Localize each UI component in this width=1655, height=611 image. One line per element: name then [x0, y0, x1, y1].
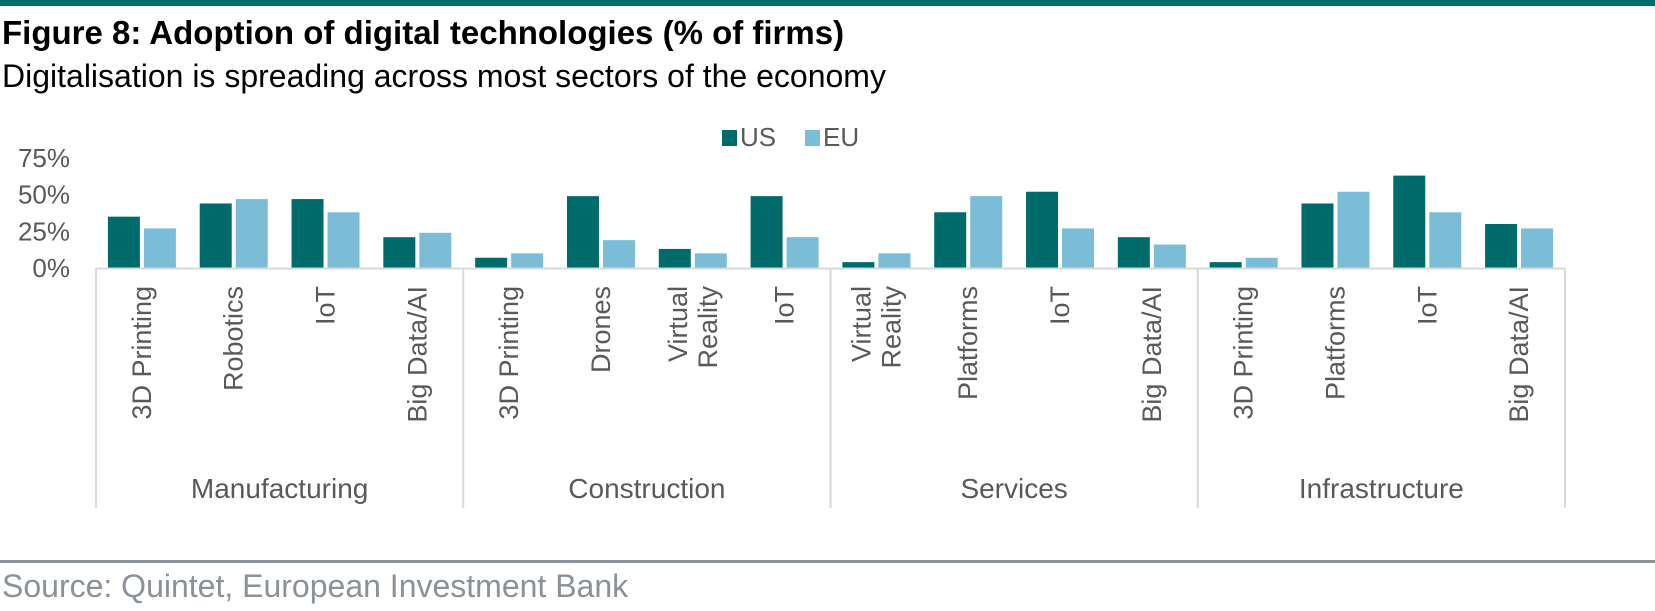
- x-tick-label: Reality: [693, 286, 723, 369]
- x-tick-label: Platforms: [1320, 286, 1350, 400]
- legend-swatch-eu: [805, 130, 820, 146]
- bar-chart: US EU 0% 25% 50% 75% 3D Printing Robotics IoT B…: [18, 122, 1566, 508]
- bar-us: [750, 196, 783, 268]
- bar-eu: [1429, 212, 1462, 268]
- bar-us: [842, 262, 875, 268]
- bar-us: [1393, 175, 1426, 268]
- x-tick-label: Virtual: [663, 286, 693, 362]
- x-tick-label: Big Data/AI: [1504, 286, 1534, 423]
- chart-subtitle: Digitalisation is spreading across most …: [2, 58, 886, 94]
- x-axis: 3D Printing Robotics IoT Big Data/AI Manufac…: [95, 267, 1566, 508]
- x-tick-label: Platforms: [953, 286, 983, 400]
- x-tick-label: IoT: [311, 286, 341, 325]
- y-tick-label: 75%: [18, 143, 70, 173]
- bar-us: [107, 216, 140, 268]
- bar-us: [475, 257, 508, 268]
- bar-us: [934, 212, 967, 268]
- x-tick-label: Virtual: [846, 286, 876, 362]
- bar-eu: [602, 240, 635, 268]
- group-label: Construction: [568, 473, 725, 504]
- chart-legend: US EU: [722, 122, 859, 152]
- x-tick-label: 3D Printing: [1229, 286, 1259, 420]
- x-tick-label: Reality: [876, 286, 906, 369]
- bar-eu: [1521, 228, 1554, 268]
- bar-us: [1209, 262, 1242, 268]
- bar-eu: [327, 212, 360, 268]
- x-tick-label: 3D Printing: [494, 286, 524, 420]
- x-tick-label: IoT: [1045, 286, 1075, 325]
- x-tick-label: IoT: [1412, 286, 1442, 325]
- bar-eu: [143, 228, 176, 268]
- bar-us: [566, 196, 599, 268]
- y-axis: 0% 25% 50% 75%: [18, 143, 70, 283]
- bar-eu: [878, 253, 911, 268]
- source-note: Source: Quintet, European Investment Ban…: [2, 568, 629, 604]
- legend-swatch-us: [722, 130, 737, 146]
- top-rule: [0, 0, 1655, 6]
- x-tick-label: Big Data/AI: [1137, 286, 1167, 423]
- group-label: Services: [960, 473, 1067, 504]
- bars: [107, 175, 1554, 268]
- x-tick-label: Robotics: [219, 286, 249, 391]
- bar-eu: [1337, 191, 1370, 268]
- group-label: Infrastructure: [1299, 473, 1464, 504]
- x-tick-label: Drones: [586, 286, 616, 373]
- bar-eu: [419, 232, 452, 268]
- bar-us: [383, 237, 416, 268]
- x-tick-label: Big Data/AI: [402, 286, 432, 423]
- y-tick-label: 0%: [32, 253, 70, 283]
- bar-us: [1117, 237, 1150, 268]
- bar-us: [199, 203, 232, 268]
- bar-eu: [970, 196, 1003, 268]
- bar-eu: [511, 253, 544, 268]
- bottom-rule: [0, 560, 1655, 563]
- bar-eu: [694, 253, 727, 268]
- bar-eu: [1062, 228, 1095, 268]
- group-label: Manufacturing: [191, 473, 368, 504]
- bar-eu: [1153, 244, 1186, 268]
- bar-eu: [235, 199, 268, 268]
- x-tick-label: 3D Printing: [127, 286, 157, 420]
- legend-label-us: US: [740, 122, 776, 152]
- bar-eu: [786, 237, 819, 268]
- x-tick-label: IoT: [770, 286, 800, 325]
- legend-label-eu: EU: [823, 122, 859, 152]
- bar-us: [658, 248, 691, 268]
- bar-eu: [1245, 257, 1278, 268]
- chart-title: Figure 8: Adoption of digital technologi…: [2, 14, 845, 51]
- bar-us: [1485, 224, 1518, 268]
- bar-us: [291, 199, 324, 268]
- bar-us: [1301, 203, 1334, 268]
- bar-us: [1026, 191, 1059, 268]
- y-tick-label: 25%: [18, 216, 70, 246]
- y-tick-label: 50%: [18, 180, 70, 210]
